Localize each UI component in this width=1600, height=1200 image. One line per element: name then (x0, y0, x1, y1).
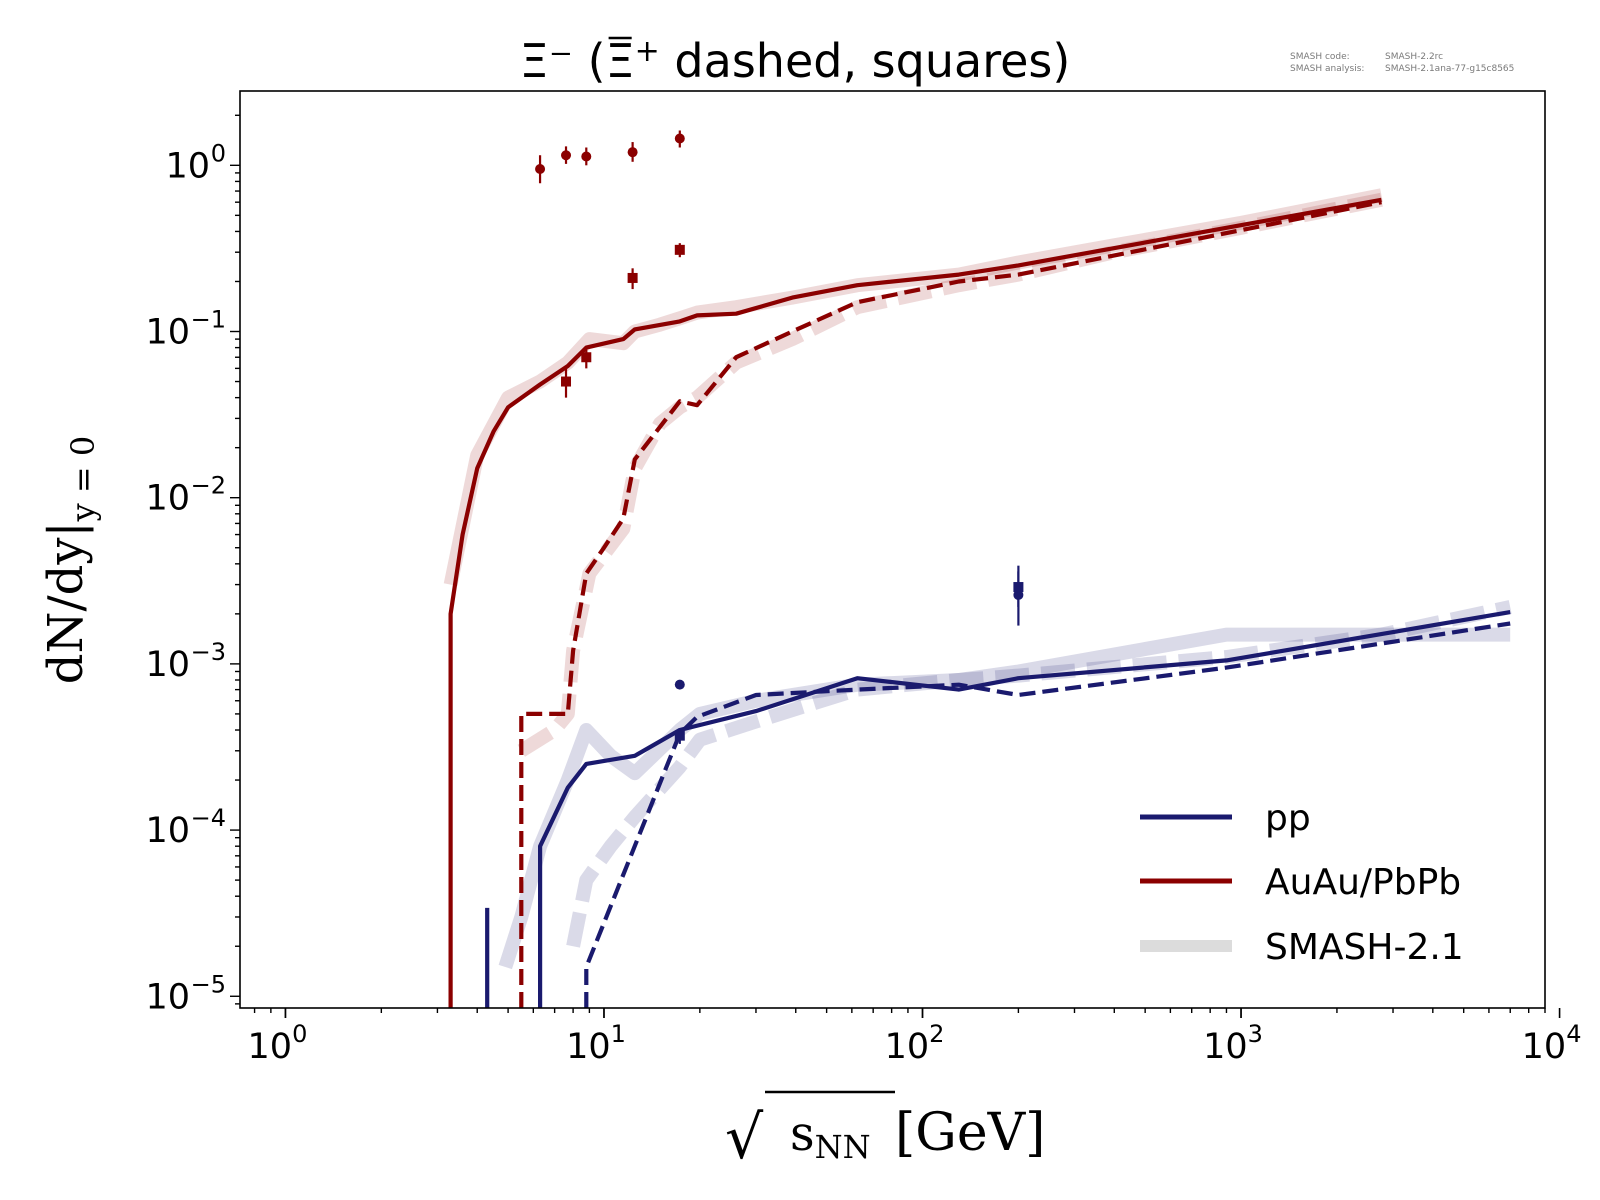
point-square-12 (1013, 582, 1024, 593)
y-axis-ticks: 100 10−1 10−2 10−3 10−4 10−5 (145, 114, 240, 1017)
x-axis-sqrt: √ (725, 1103, 764, 1173)
point-circle-0 (535, 164, 546, 175)
point-square-7 (627, 272, 638, 283)
series-lines (448, 197, 1511, 1008)
chart-title: Ξ⁻ (Ξ+ dashed, squares) (520, 34, 1071, 88)
point-circle-3 (627, 147, 638, 158)
legend: pp AuAu/PbPb SMASH-2.1 (1140, 798, 1464, 968)
line-heavy_xi_minus (448, 197, 1382, 1008)
stamp-analysis-value: SMASH-2.1ana-77-g15c8565 (1385, 64, 1514, 74)
stamp-analysis-label: SMASH analysis: (1290, 64, 1364, 74)
legend-label-heavy: AuAu/PbPb (1265, 862, 1461, 903)
point-square-6 (581, 352, 592, 363)
band-heavy_xi_minus_ref (443, 188, 1383, 587)
data-points (535, 130, 1024, 744)
x-tick-label-2: 102 (885, 1020, 945, 1067)
legend-label-pp: pp (1265, 798, 1311, 839)
y-tick-label-5: 10−5 (145, 970, 226, 1017)
x-axis-ticks: 100 101 102 103 104 (248, 1008, 1582, 1067)
point-circle-4 (674, 133, 685, 144)
point-square-8 (674, 244, 685, 255)
x-tick-label-3: 103 (1203, 1020, 1263, 1067)
x-tick-label-1: 101 (566, 1020, 626, 1067)
y-tick-label-3: 10−3 (145, 638, 226, 685)
plot-frame (239, 90, 1546, 1009)
y-tick-label-4: 10−4 (145, 804, 226, 851)
x-axis-s: s (790, 1106, 815, 1162)
x-axis-nn: NN (815, 1128, 871, 1166)
point-circle-1 (561, 150, 572, 161)
stamp-code-value: SMASH-2.2rc (1385, 52, 1443, 62)
line-pp_xi_minus (538, 610, 1511, 1008)
reference-bands (443, 188, 1512, 970)
line-pp_xi_plus (584, 621, 1511, 1008)
legend-label-smash: SMASH-2.1 (1265, 927, 1464, 968)
svg-text:sNN: sNN (790, 1106, 871, 1166)
point-circle-2 (581, 151, 592, 162)
x-tick-label-4: 104 (1522, 1020, 1582, 1067)
band-pp_xi_minus_ref (498, 627, 1511, 970)
x-axis-label: √ sNN [GeV] (725, 1090, 1045, 1173)
x-axis-unit: [GeV] (895, 1103, 1045, 1163)
y-tick-label-0: 100 (165, 139, 226, 186)
band-pp_xi_plus_ref (566, 600, 1512, 948)
version-stamp: SMASH code: SMASH-2.2rc SMASH analysis: … (1290, 52, 1514, 74)
stamp-code-label: SMASH code: (1290, 52, 1350, 62)
x-tick-label-0: 100 (248, 1020, 308, 1067)
y-axis-label: dN/dy|y = 0 (38, 436, 102, 685)
point-circle-9 (674, 679, 685, 690)
point-square-10 (674, 730, 685, 741)
y-tick-label-1: 10−1 (145, 306, 226, 353)
line-heavy_xi_plus (519, 200, 1382, 1008)
point-square-5 (561, 376, 572, 387)
y-tick-label-2: 10−2 (145, 472, 226, 519)
